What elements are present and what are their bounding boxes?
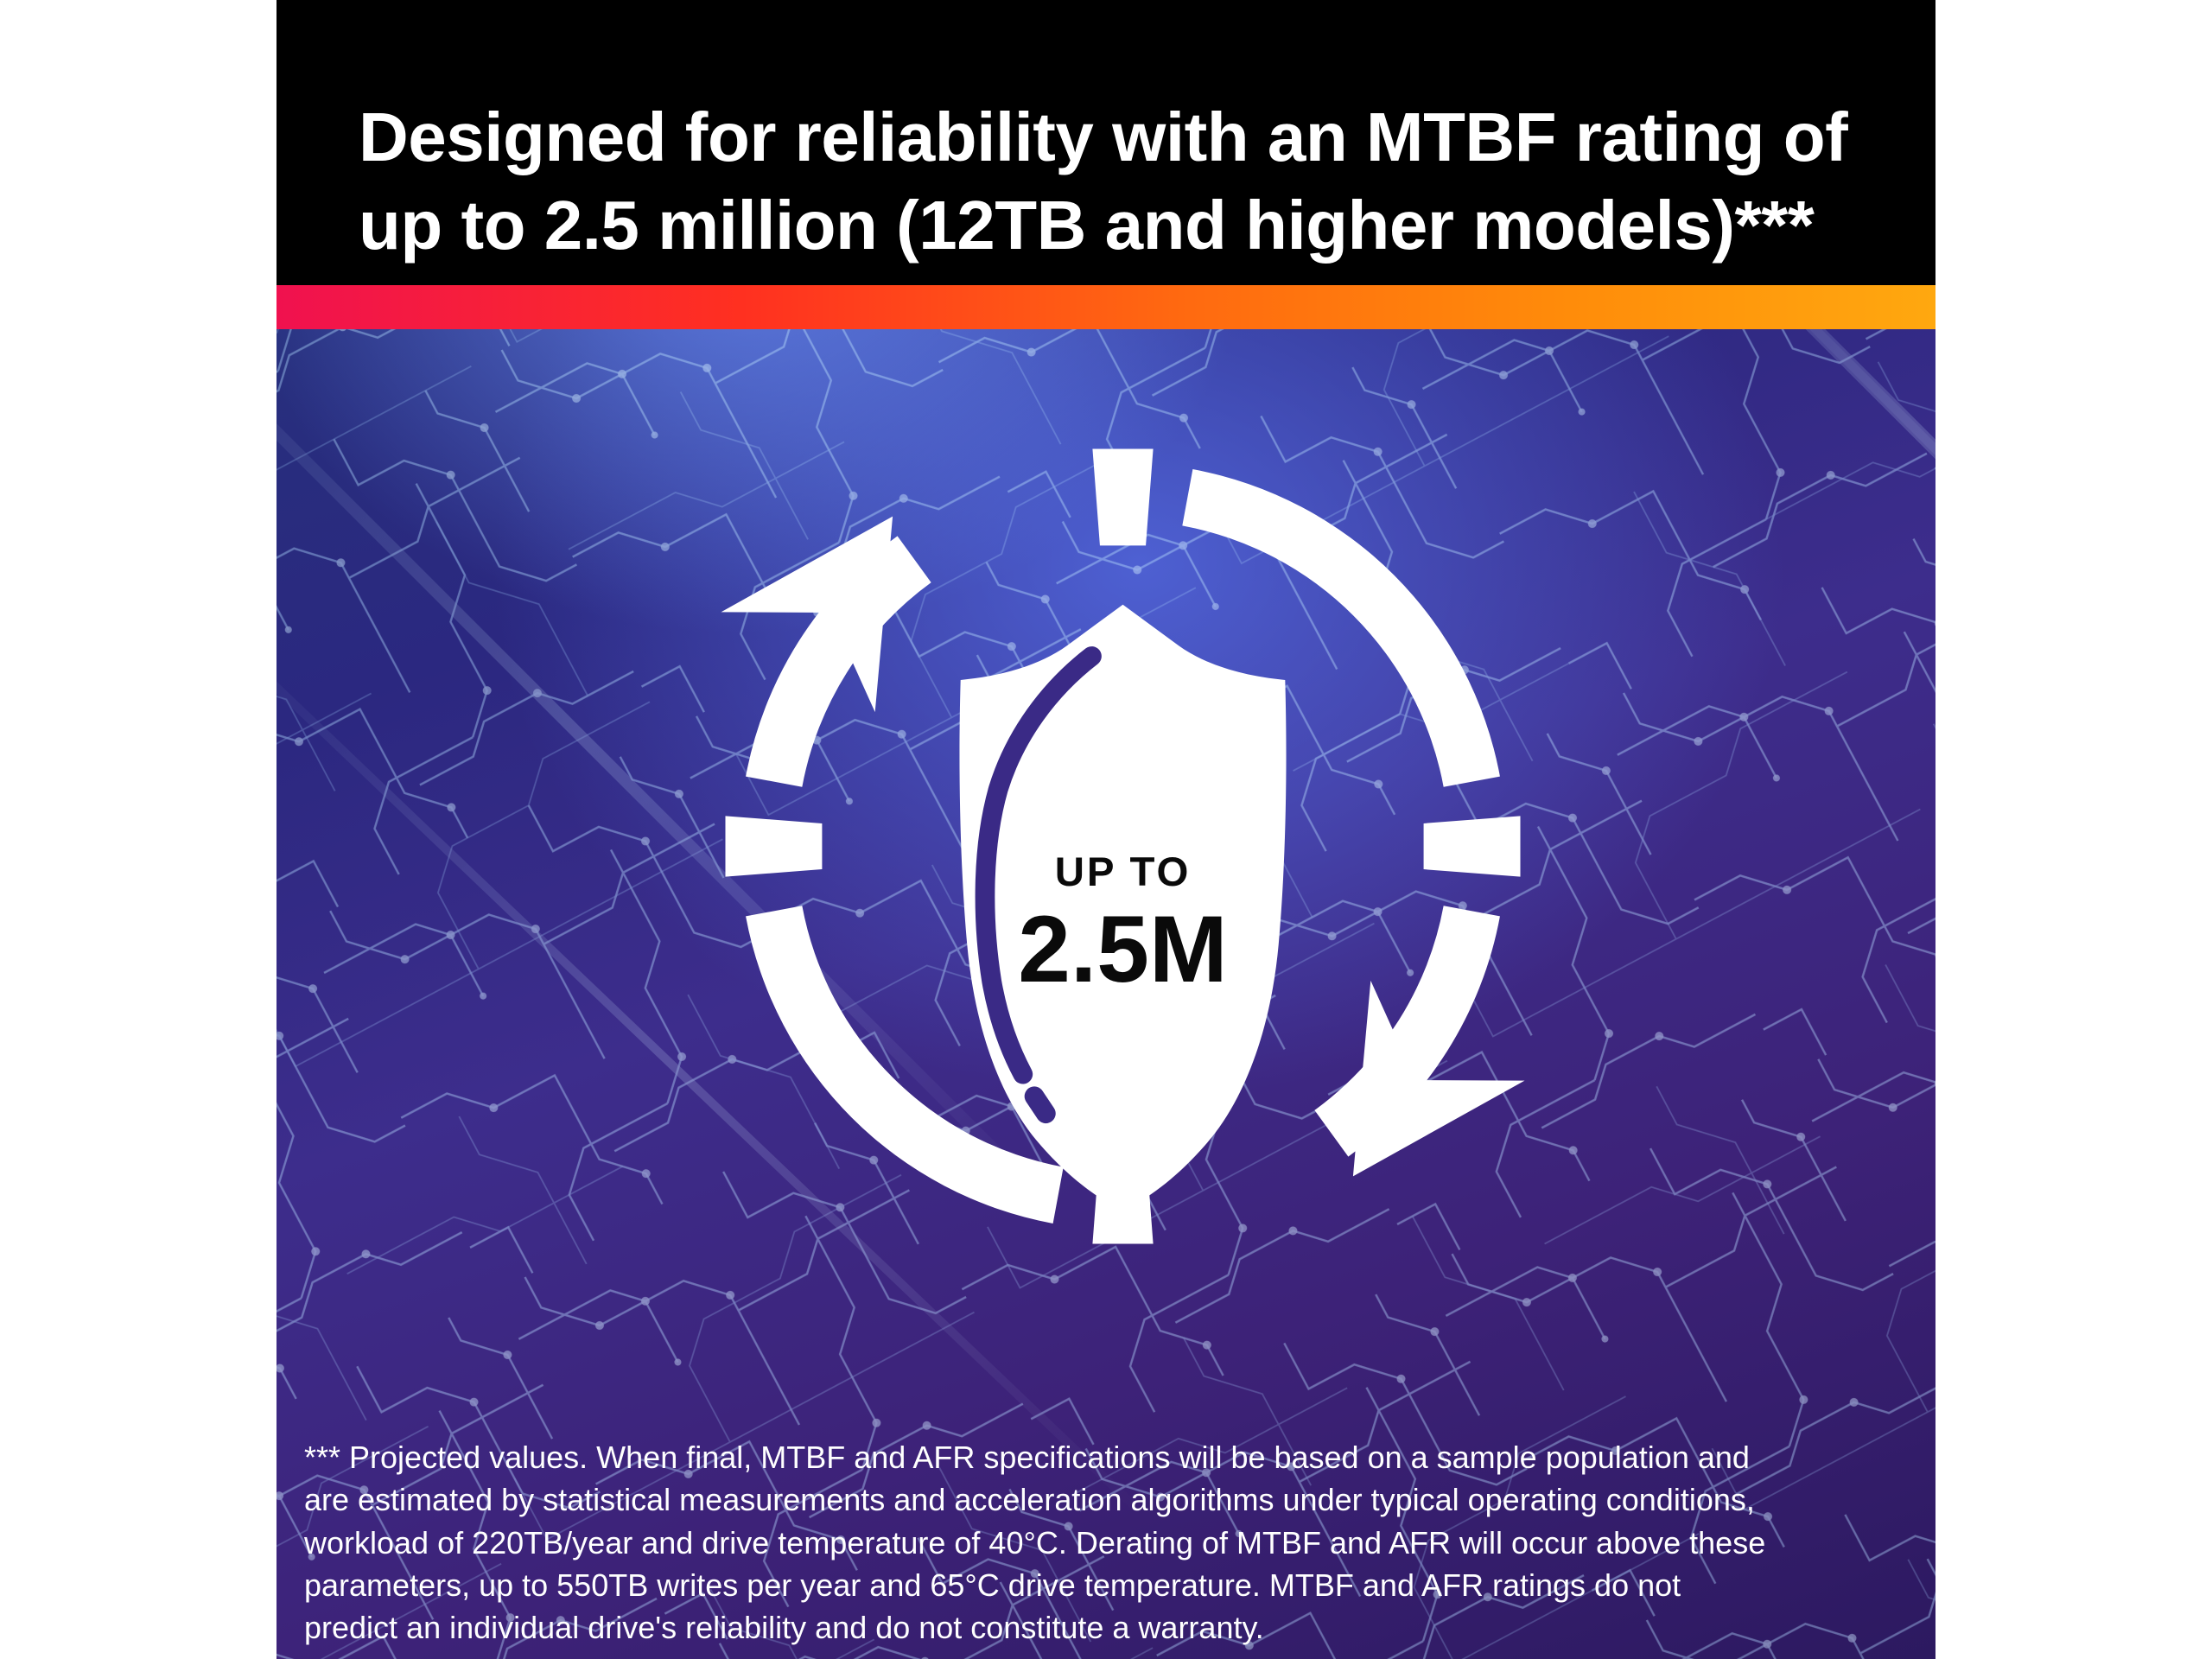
svg-text:UP TO: UP TO [1055, 849, 1191, 895]
svg-text:2.5M: 2.5M [1018, 897, 1227, 1002]
